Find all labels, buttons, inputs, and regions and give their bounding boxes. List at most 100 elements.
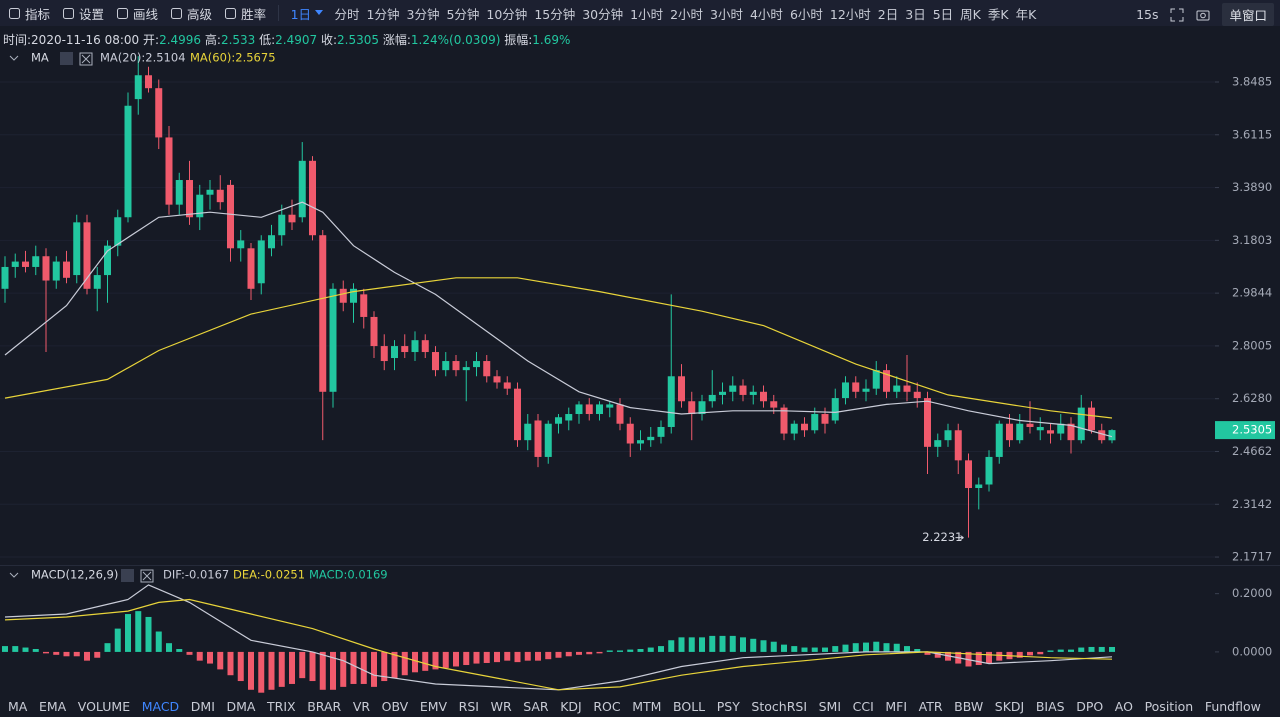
- window-mode[interactable]: 单窗口: [1222, 3, 1274, 26]
- candle-body: [32, 256, 40, 267]
- macd-bar: [1047, 650, 1054, 652]
- interval-option[interactable]: 2日: [877, 6, 899, 22]
- indicator-tab[interactable]: EMV: [419, 699, 448, 714]
- indicator-tab[interactable]: SAR: [523, 699, 549, 714]
- candle-body: [852, 382, 860, 392]
- interval-option[interactable]: 5日: [932, 6, 954, 22]
- indicator-tab[interactable]: AO: [1114, 699, 1133, 714]
- macd-bar: [248, 651, 254, 690]
- y-tick-label: 0.0000: [1232, 644, 1272, 658]
- toolbar-button[interactable]: 画线: [116, 4, 158, 23]
- interval-option[interactable]: 30分钟: [582, 6, 624, 22]
- interval-option[interactable]: 3日: [905, 6, 926, 22]
- settings-icon[interactable]: [60, 52, 73, 65]
- interval-option[interactable]: 分时: [334, 6, 360, 22]
- collapse-icon[interactable]: [9, 55, 19, 61]
- interval-option[interactable]: 3小时: [710, 6, 743, 22]
- macd-bar: [268, 651, 275, 690]
- interval-option[interactable]: 年K: [1015, 6, 1037, 22]
- indicator-tab[interactable]: EMA: [38, 699, 67, 714]
- toolbar-button[interactable]: 设置: [62, 4, 104, 23]
- y-tick-label: 3.1803: [1232, 233, 1272, 247]
- candle-body: [155, 88, 163, 138]
- candle-body: [739, 385, 747, 395]
- indicator-tab[interactable]: MACD: [141, 699, 180, 714]
- indicator-tab[interactable]: TRIX: [267, 699, 296, 714]
- indicator-tab[interactable]: DMA: [226, 699, 256, 714]
- indicator-tab[interactable]: KDJ: [560, 699, 582, 714]
- macd-bar: [401, 651, 408, 676]
- close-icon[interactable]: [79, 52, 93, 66]
- candle-body: [268, 235, 275, 249]
- macd-bar: [586, 651, 593, 655]
- collapse-icon[interactable]: [9, 572, 19, 578]
- indicator-tab[interactable]: BBW: [954, 699, 984, 714]
- candle-body: [83, 222, 91, 289]
- candle-body: [1088, 407, 1095, 431]
- macd-bar: [1078, 647, 1085, 652]
- interval-option[interactable]: 6小时: [789, 6, 823, 22]
- toolbar-label: 画线: [133, 6, 159, 22]
- toolbar-button[interactable]: 胜率: [224, 4, 266, 23]
- candle-body: [616, 404, 624, 424]
- close-icon[interactable]: [140, 569, 154, 583]
- indicator-tab[interactable]: OBV: [381, 699, 409, 714]
- interval-option[interactable]: 12小时: [829, 6, 871, 22]
- macd-bar: [53, 651, 60, 655]
- indicator-tab[interactable]: SKDJ: [994, 699, 1025, 714]
- interval-option[interactable]: 1日: [291, 4, 323, 23]
- indicator-tab[interactable]: VR: [352, 699, 371, 714]
- indicator-tab[interactable]: ATR: [918, 699, 943, 714]
- toolbar-icon: [117, 7, 129, 19]
- y-tick-label: 3.3890: [1232, 180, 1272, 194]
- macd-bar: [545, 651, 552, 660]
- indicator-tab[interactable]: BRAR: [307, 699, 342, 714]
- indicator-tab[interactable]: MTM: [632, 699, 662, 714]
- toolbar-button[interactable]: 高级: [170, 4, 212, 23]
- candle-body: [52, 261, 60, 281]
- macd-bar: [463, 651, 470, 666]
- indicator-tab[interactable]: MA: [8, 699, 28, 714]
- refresh-rate[interactable]: 15s: [1136, 7, 1159, 22]
- info-label: 高:: [204, 33, 221, 47]
- interval-option[interactable]: 2小时: [670, 6, 704, 22]
- legend-entry: MACD:0.0169: [309, 568, 388, 582]
- interval-option[interactable]: 1分钟: [366, 6, 400, 22]
- info-label: 开:: [143, 33, 160, 47]
- indicator-tab[interactable]: MFI: [885, 699, 908, 714]
- macd-bar: [412, 651, 418, 673]
- macd-bar: [442, 651, 449, 668]
- indicator-tab[interactable]: Position: [1144, 699, 1194, 714]
- interval-option[interactable]: 15分钟: [534, 6, 576, 22]
- indicator-tab[interactable]: RSI: [458, 699, 479, 714]
- interval-option[interactable]: 10分钟: [486, 6, 528, 22]
- toolbar-button[interactable]: 指标: [8, 4, 50, 23]
- indicator-tab[interactable]: BIAS: [1035, 699, 1065, 714]
- indicator-tab[interactable]: DPO: [1076, 699, 1104, 714]
- info-label: 收:: [321, 33, 338, 47]
- candle-body: [11, 261, 19, 267]
- indicator-tab[interactable]: DMI: [190, 699, 215, 714]
- candle-body: [667, 376, 675, 427]
- indicator-tab[interactable]: Fundflow: [1204, 699, 1261, 714]
- indicator-tab[interactable]: WR: [490, 699, 512, 714]
- indicator-tab[interactable]: ROC: [593, 699, 621, 714]
- indicator-tab[interactable]: VOLUME: [77, 699, 131, 714]
- interval-option[interactable]: 3分钟: [406, 6, 440, 22]
- interval-option[interactable]: 周K: [960, 6, 981, 22]
- interval-option[interactable]: 1小时: [630, 6, 664, 22]
- fullscreen-icon[interactable]: [1170, 8, 1184, 22]
- indicator-tab[interactable]: PSY: [716, 699, 740, 714]
- candle-body: [1057, 423, 1065, 434]
- macd-bar: [176, 649, 183, 652]
- macd-bar: [381, 651, 388, 682]
- snapshot-icon[interactable]: [1196, 8, 1210, 22]
- interval-option[interactable]: 5分钟: [446, 6, 480, 22]
- settings-icon[interactable]: [121, 569, 134, 582]
- indicator-tab[interactable]: StochRSI: [751, 699, 808, 714]
- interval-option[interactable]: 季K: [987, 6, 1009, 22]
- indicator-tab[interactable]: CCI: [852, 699, 874, 714]
- indicator-tab[interactable]: BOLL: [673, 699, 706, 714]
- indicator-tab[interactable]: SMI: [818, 699, 842, 714]
- interval-option[interactable]: 4小时: [749, 6, 783, 22]
